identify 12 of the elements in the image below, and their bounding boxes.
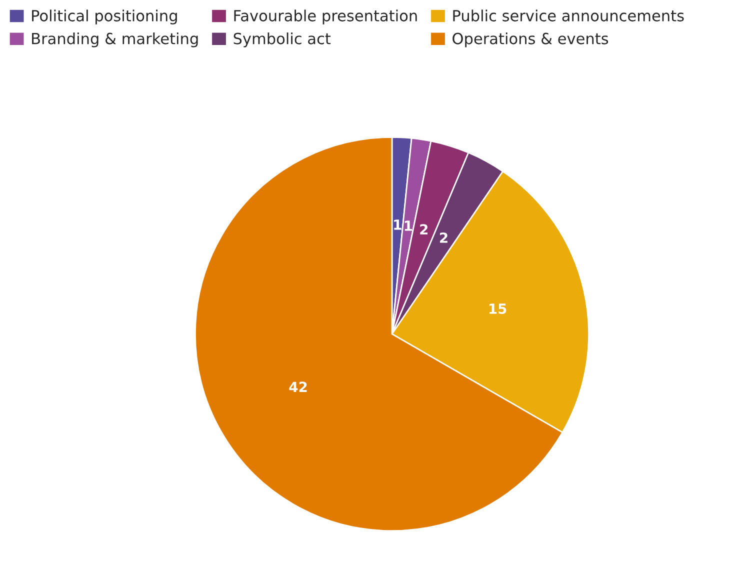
data-label: 1 [394,220,402,230]
data-label: 2 [440,232,448,243]
legend-label: Branding & marketing [32,32,198,48]
data-label: 1 [404,220,412,231]
data-label: 2 [420,224,428,234]
legend-label: Political positioning [32,10,177,24]
data-label: 15 [489,304,506,314]
legend-label: Symbolic act [234,32,331,48]
data-label: 42 [289,382,307,392]
legend-label: Favourable presentation [234,10,417,24]
legend-label: Public service announcements [453,10,684,22]
legend-label: Operations & events [452,32,608,48]
